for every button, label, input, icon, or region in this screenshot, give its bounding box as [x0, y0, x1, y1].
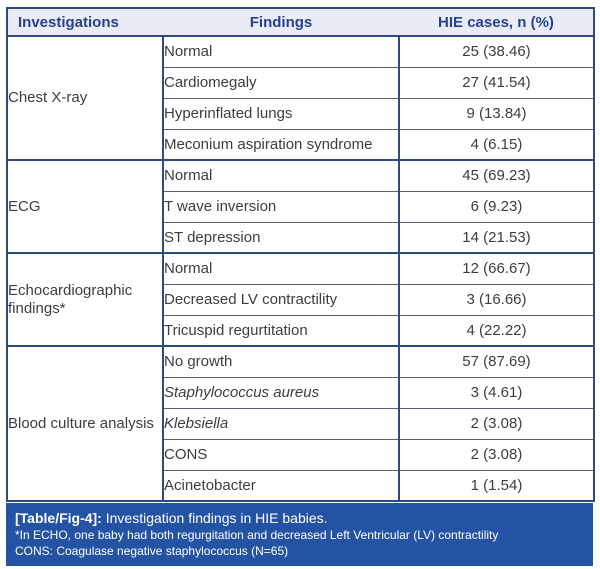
table-row: Hyperinflated lungs 9 (13.84) [7, 97, 594, 129]
investigation-blood-culture: Blood culture analysis [7, 345, 164, 501]
investigations-table: Investigations Findings HIE cases, n (%)… [6, 7, 595, 502]
finding-cell: Staphylococcus aureus [163, 376, 400, 408]
caption-label: [Table/Fig-4]: [15, 510, 102, 526]
finding-cell: Cardiomegaly [163, 66, 400, 98]
footnote-echo: *In ECHO, one baby had both regurgitatio… [15, 528, 499, 542]
table-row: Cardiomegaly 27 (41.54) [7, 66, 594, 98]
table-row: CONS 2 (3.08) [7, 438, 594, 470]
table-caption: [Table/Fig-4]: Investigation findings in… [15, 509, 584, 527]
finding-cell: Normal [163, 252, 400, 284]
header-findings: Findings [163, 8, 399, 37]
finding-cell: Hyperinflated lungs [163, 97, 400, 129]
header-hie-cases: HIE cases, n (%) [399, 8, 594, 37]
table-row: Acinetobacter 1 (1.54) [7, 469, 594, 501]
table-header-row: Investigations Findings HIE cases, n (%) [7, 8, 594, 37]
cases-cell: 27 (41.54) [399, 66, 594, 98]
finding-cell: Meconium aspiration syndrome [163, 128, 400, 160]
finding-cell: T wave inversion [163, 190, 400, 222]
cases-cell: 57 (87.69) [399, 345, 594, 377]
cases-cell: 6 (9.23) [399, 190, 594, 222]
footnote-cons: CONS: Coagulase negative staphylococcus … [15, 544, 289, 558]
investigation-chest-xray: Chest X-ray [7, 35, 164, 160]
finding-cell: Klebsiella [163, 407, 400, 439]
table-row: ECG Normal 45 (69.23) [7, 159, 594, 253]
cases-cell: 4 (22.22) [399, 314, 594, 346]
cases-cell: 1 (1.54) [399, 469, 594, 501]
table-row: Echocardiographic findings* Normal 12 (6… [7, 252, 594, 346]
investigation-echo: Echocardiographic findings* [7, 252, 164, 346]
finding-cell: Decreased LV contractility [163, 283, 400, 315]
table-row: Tricuspid regurtitation 4 (22.22) [7, 314, 594, 346]
header-investigations: Investigations [7, 8, 163, 37]
cases-cell: 25 (38.46) [399, 35, 594, 67]
table-row: Chest X-ray Normal 25 (38.46) [7, 35, 594, 160]
finding-cell: ST depression [163, 221, 400, 253]
finding-cell: Tricuspid regurtitation [163, 314, 400, 346]
finding-cell: Acinetobacter [163, 469, 400, 501]
finding-cell: CONS [163, 438, 400, 470]
finding-cell: No growth [163, 345, 400, 377]
table-row: Meconium aspiration syndrome 4 (6.15) [7, 128, 594, 160]
caption-text: Investigation findings in HIE babies. [101, 510, 328, 526]
cases-cell: 14 (21.53) [399, 221, 594, 253]
table-caption-block: [Table/Fig-4]: Investigation findings in… [6, 503, 593, 566]
cases-cell: 45 (69.23) [399, 159, 594, 191]
cases-cell: 3 (16.66) [399, 283, 594, 315]
table-row: ST depression 14 (21.53) [7, 221, 594, 253]
investigation-ecg: ECG [7, 159, 164, 253]
cases-cell: 4 (6.15) [399, 128, 594, 160]
cases-cell: 12 (66.67) [399, 252, 594, 284]
finding-cell: Normal [163, 35, 400, 67]
table-row: Decreased LV contractility 3 (16.66) [7, 283, 594, 315]
table-row: Klebsiella 2 (3.08) [7, 407, 594, 439]
finding-cell: Normal [163, 159, 400, 191]
cases-cell: 2 (3.08) [399, 438, 594, 470]
cases-cell: 9 (13.84) [399, 97, 594, 129]
table-row: Staphylococcus aureus 3 (4.61) [7, 376, 594, 408]
cases-cell: 2 (3.08) [399, 407, 594, 439]
table-row: Blood culture analysis No growth 57 (87.… [7, 345, 594, 501]
table-row: T wave inversion 6 (9.23) [7, 190, 594, 222]
cases-cell: 3 (4.61) [399, 376, 594, 408]
